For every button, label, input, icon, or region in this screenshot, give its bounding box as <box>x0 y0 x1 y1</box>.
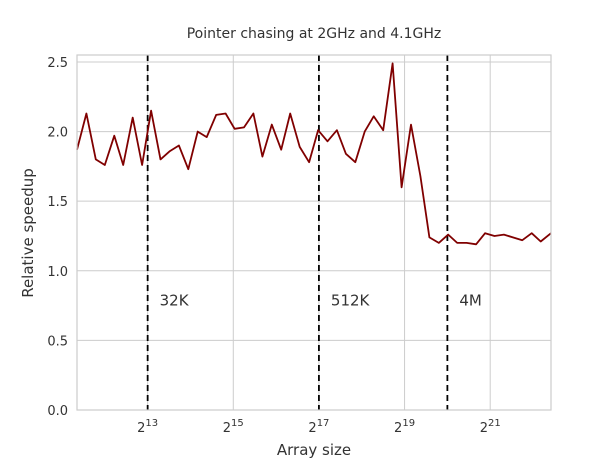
y-tick-label: 1.5 <box>47 195 68 210</box>
vertical-markers: 32K 512K 4M <box>146 55 482 410</box>
y-axis-ticks: 0.0 0.5 1.0 1.5 2.0 2.5 <box>47 56 68 419</box>
x-tick-label: 215 <box>223 418 244 436</box>
cache-boundary-label: 4M <box>459 292 482 310</box>
cache-boundary-label: 32K <box>160 292 190 310</box>
chart-title: Pointer chasing at 2GHz and 4.1GHz <box>187 26 442 42</box>
grid <box>77 55 551 411</box>
cache-boundary-label: 512K <box>331 292 371 310</box>
y-axis-title: Relative speedup <box>19 168 37 298</box>
y-tick-label: 0.5 <box>47 334 68 349</box>
x-tick-label: 217 <box>308 418 329 436</box>
y-tick-label: 0.0 <box>47 404 68 419</box>
y-tick-label: 2.0 <box>47 126 68 141</box>
y-tick-label: 2.5 <box>47 56 68 71</box>
x-tick-label: 221 <box>480 418 501 436</box>
plot-frame <box>76 54 552 411</box>
x-tick-label: 213 <box>137 418 158 436</box>
y-tick-label: 1.0 <box>47 265 68 280</box>
x-axis-title: Array size <box>277 441 351 459</box>
x-tick-label: 219 <box>394 418 415 436</box>
series-layer <box>76 62 552 246</box>
x-axis-ticks: 213 215 217 219 221 <box>137 418 501 436</box>
series-line <box>76 62 552 246</box>
